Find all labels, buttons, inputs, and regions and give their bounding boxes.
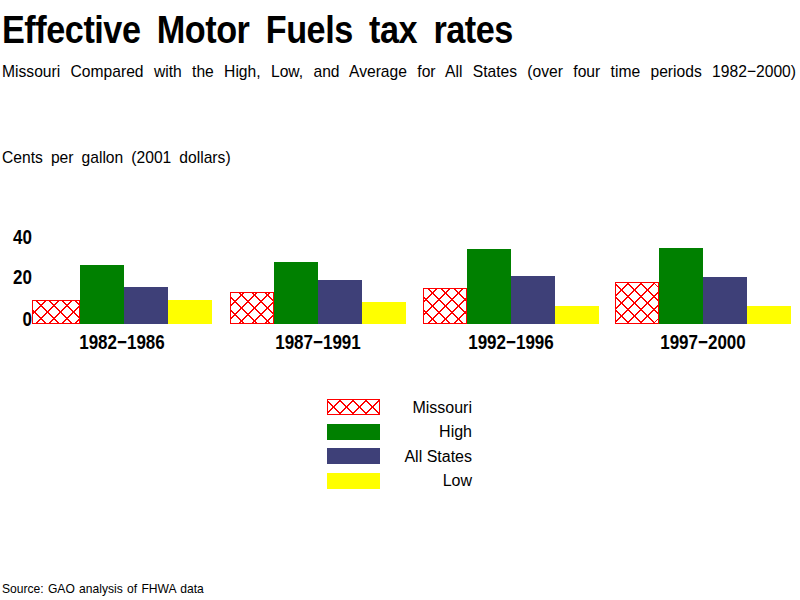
bar-high-1 — [80, 265, 124, 324]
bar-high-4 — [659, 248, 703, 324]
bar-all_states-1 — [124, 287, 168, 324]
y-tick-label-40: 40 — [5, 227, 32, 247]
legend-label-high: High — [340, 423, 472, 440]
y-tick-label-20: 20 — [5, 267, 32, 287]
chart-title: Effective Motor Fuels tax rates — [2, 9, 513, 52]
bar-high-2 — [274, 262, 318, 324]
bar-low-4 — [747, 306, 791, 324]
bar-low-3 — [555, 306, 599, 324]
bar-low-2 — [362, 302, 406, 324]
bar-missouri-2 — [230, 292, 274, 324]
legend-label-low: Low — [340, 472, 472, 489]
x-category-label-3: 1992−1996 — [426, 332, 596, 352]
bar-all_states-3 — [511, 276, 555, 324]
source-note: Source: GAO analysis of FHWA data — [2, 581, 204, 596]
bar-high-3 — [467, 249, 511, 324]
bar-missouri-1 — [32, 300, 80, 324]
chart-subtitle: Missouri Compared with the High, Low, an… — [2, 63, 796, 80]
legend-label-missouri: Missouri — [340, 399, 472, 416]
y-axis-units-label: Cents per gallon (2001 dollars) — [2, 149, 231, 166]
chart-page: Effective Motor Fuels tax rates Missouri… — [0, 0, 800, 600]
x-category-label-2: 1987−1991 — [233, 332, 403, 352]
bar-all_states-4 — [703, 277, 747, 324]
legend-label-all_states: All States — [340, 448, 472, 465]
bar-missouri-4 — [615, 282, 659, 324]
bar-all_states-2 — [318, 280, 362, 324]
bar-low-1 — [168, 300, 212, 324]
x-category-label-1: 1982−1986 — [37, 332, 207, 352]
y-tick-label-0: 0 — [5, 309, 32, 329]
x-category-label-4: 1997−2000 — [618, 332, 788, 352]
bar-missouri-3 — [423, 288, 467, 324]
